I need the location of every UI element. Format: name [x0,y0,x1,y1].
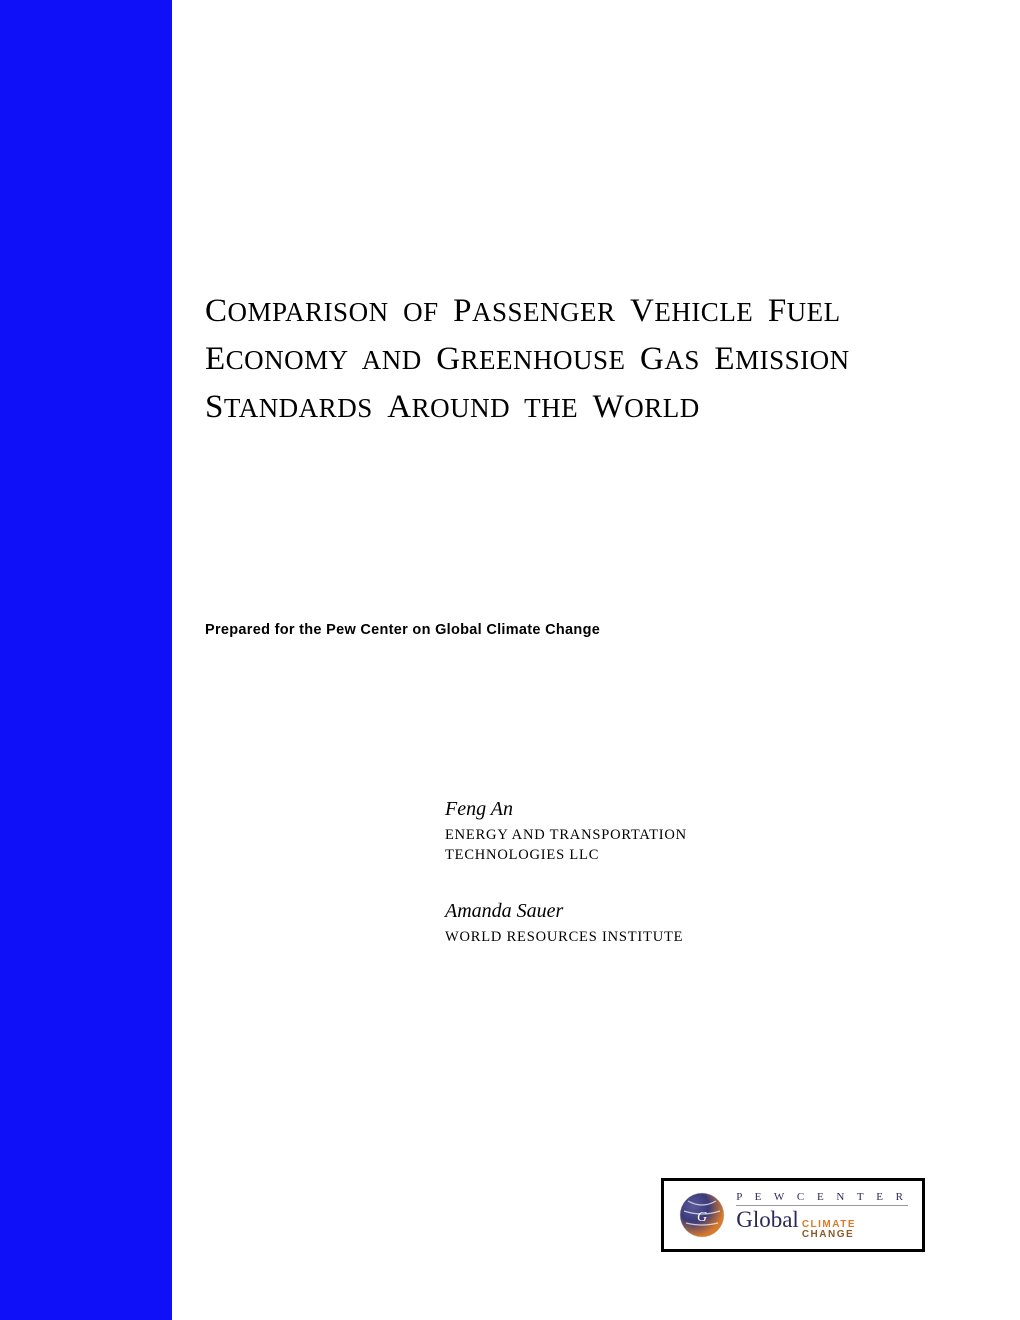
svg-text:G: G [697,1210,707,1225]
author-affiliation-2a: WORLD RESOURCES INSTITUTE [445,927,687,947]
author-affiliation-1b: TECHNOLOGIES LLC [445,845,687,865]
title-line-2: ECONOMY AND GREENHOUSE GAS EMISSION [205,336,850,384]
pew-center-logo: G P E W C E N T E R Global CLIMATE CHANG… [661,1178,925,1252]
blue-sidebar [0,0,172,1320]
authors-section: Feng An ENERGY AND TRANSPORTATION TECHNO… [445,798,687,981]
author-name-2: Amanda Sauer [445,900,687,923]
logo-text-block: P E W C E N T E R Global CLIMATE CHANGE [736,1191,908,1239]
author-block-2: Amanda Sauer WORLD RESOURCES INSTITUTE [445,900,687,947]
author-name-1: Feng An [445,798,687,821]
logo-pew-center-text: P E W C E N T E R [736,1191,908,1206]
logo-global-row: Global CLIMATE CHANGE [736,1207,908,1239]
author-block-1: Feng An ENERGY AND TRANSPORTATION TECHNO… [445,798,687,866]
logo-change-text: CHANGE [802,1230,856,1240]
logo-climate-change: CLIMATE CHANGE [802,1220,856,1239]
globe-icon: G [678,1191,726,1239]
title-line-1: COMPARISON OF PASSENGER VEHICLE FUEL [205,288,850,336]
document-title: COMPARISON OF PASSENGER VEHICLE FUEL ECO… [205,288,850,432]
author-affiliation-1a: ENERGY AND TRANSPORTATION [445,825,687,845]
prepared-for-text: Prepared for the Pew Center on Global Cl… [205,622,600,638]
title-line-3: STANDARDS AROUND THE WORLD [205,384,850,432]
logo-global-word: Global [736,1207,799,1233]
content-area: COMPARISON OF PASSENGER VEHICLE FUEL ECO… [205,0,975,1320]
